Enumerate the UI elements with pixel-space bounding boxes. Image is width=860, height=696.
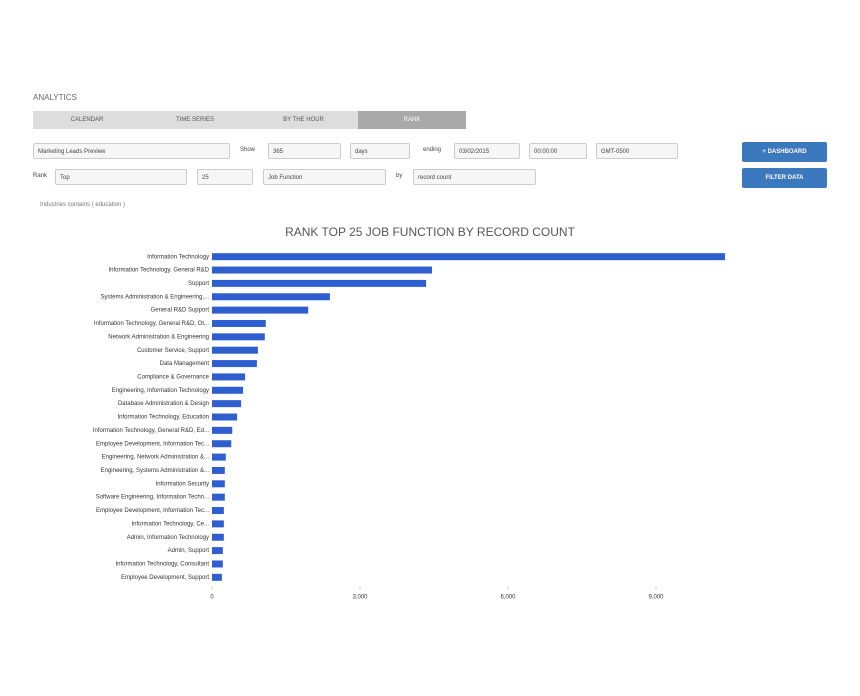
y-tick-label: Database Administration & Design (118, 401, 209, 407)
y-tick-label: Support (188, 281, 209, 287)
y-tick-label: Engineering, Systems Administration &... (101, 468, 210, 474)
date-input[interactable]: 03/02/2015 (454, 143, 520, 159)
y-tick-label: Software Engineering, Information Techn.… (96, 495, 210, 501)
y-tick-label: Information Technology, Ce... (132, 521, 210, 527)
y-tick-label: Engineering, Information Technology (112, 388, 209, 394)
dataset-select[interactable]: Marketing Leads Preview (33, 143, 230, 159)
bar (212, 440, 232, 448)
bar (212, 413, 238, 421)
bar (212, 319, 266, 327)
time-input[interactable]: 00:00:00 (529, 143, 587, 159)
y-tick-label: Information Technology, Consultant (115, 562, 209, 568)
bar (212, 346, 258, 354)
bar (212, 573, 222, 581)
input[interactable]: 365 (268, 143, 341, 159)
y-tick-label: Network Administration & Engineering (108, 334, 209, 340)
bar (212, 520, 224, 528)
bar (212, 507, 224, 515)
tab[interactable]: BY THE HOUR (249, 111, 358, 129)
y-tick-label: Information Technology, General R&D, Ot.… (94, 321, 209, 327)
tab[interactable]: TIME SERIES (141, 111, 249, 129)
metric-select[interactable]: record count (413, 169, 536, 185)
bar (212, 480, 225, 488)
bar (212, 533, 224, 541)
y-tick-label: Employee Development, Information Tec... (96, 508, 209, 514)
unit-select[interactable]: days (350, 143, 410, 159)
x-tick-label: 0 (210, 595, 214, 601)
y-tick-label: Information Security (156, 481, 209, 487)
y-tick-label: Data Management (160, 361, 210, 367)
x-tick-label: 6,000 (500, 595, 516, 601)
y-tick-label: Admin, Information Technology (127, 535, 209, 541)
y-tick-label: Information Technology, General R&D (109, 268, 210, 274)
bar (212, 279, 427, 287)
y-tick-label: General R&D Support (151, 308, 210, 314)
bar (212, 453, 226, 461)
dashboard-button[interactable]: + DASHBOARD (742, 142, 827, 162)
filter-button[interactable]: FILTER DATA (742, 168, 827, 188)
y-tick-label: Systems Administration & Engineering,... (101, 294, 210, 300)
x-tick-label: 3,000 (352, 595, 368, 601)
bar (212, 547, 223, 555)
bar (212, 253, 726, 261)
tab[interactable]: CALENDAR (33, 111, 141, 129)
bar (212, 466, 225, 474)
label: by (396, 173, 403, 179)
y-tick-label: Employee Development, Support (121, 575, 209, 581)
bar (212, 293, 330, 301)
tab-active[interactable]: RANK (358, 111, 466, 129)
x-tick-label: 9,000 (648, 595, 664, 601)
bar (212, 426, 233, 434)
bar (212, 333, 265, 341)
filter-text: Industries contains ( education ) (40, 202, 126, 208)
label: ending (423, 147, 442, 153)
bar (212, 386, 244, 394)
field-select[interactable]: Job Function (263, 169, 386, 185)
bar (212, 266, 433, 274)
count-input[interactable]: 25 (197, 169, 253, 185)
chart-title: RANK TOP 25 JOB FUNCTION BY RECORD COUNT (285, 225, 575, 239)
label: Rank (33, 173, 48, 179)
section-title: ANALYTICS (33, 93, 77, 102)
y-tick-label: Admin, Support (168, 548, 210, 554)
bar (212, 493, 225, 501)
bar (212, 560, 223, 568)
y-tick-label: Employee Development, Information Tec... (96, 441, 209, 447)
y-tick-label: Engineering, Network Administration &... (102, 455, 210, 461)
bar (212, 306, 309, 314)
timezone-select[interactable]: GMT-0500 (596, 143, 678, 159)
rank-select[interactable]: Top (55, 169, 187, 185)
y-tick-label: Information Technology, General R&D, Ed.… (93, 428, 210, 434)
y-tick-label: Customer Service, Support (137, 348, 209, 354)
y-tick-label: Information Technology (147, 254, 209, 260)
bar (212, 373, 246, 381)
y-tick-label: Information Technology, Education (117, 415, 209, 421)
label: Show (240, 147, 256, 153)
y-tick-label: Compliance & Governance (137, 374, 209, 380)
bar (212, 360, 257, 368)
bar (212, 400, 242, 408)
